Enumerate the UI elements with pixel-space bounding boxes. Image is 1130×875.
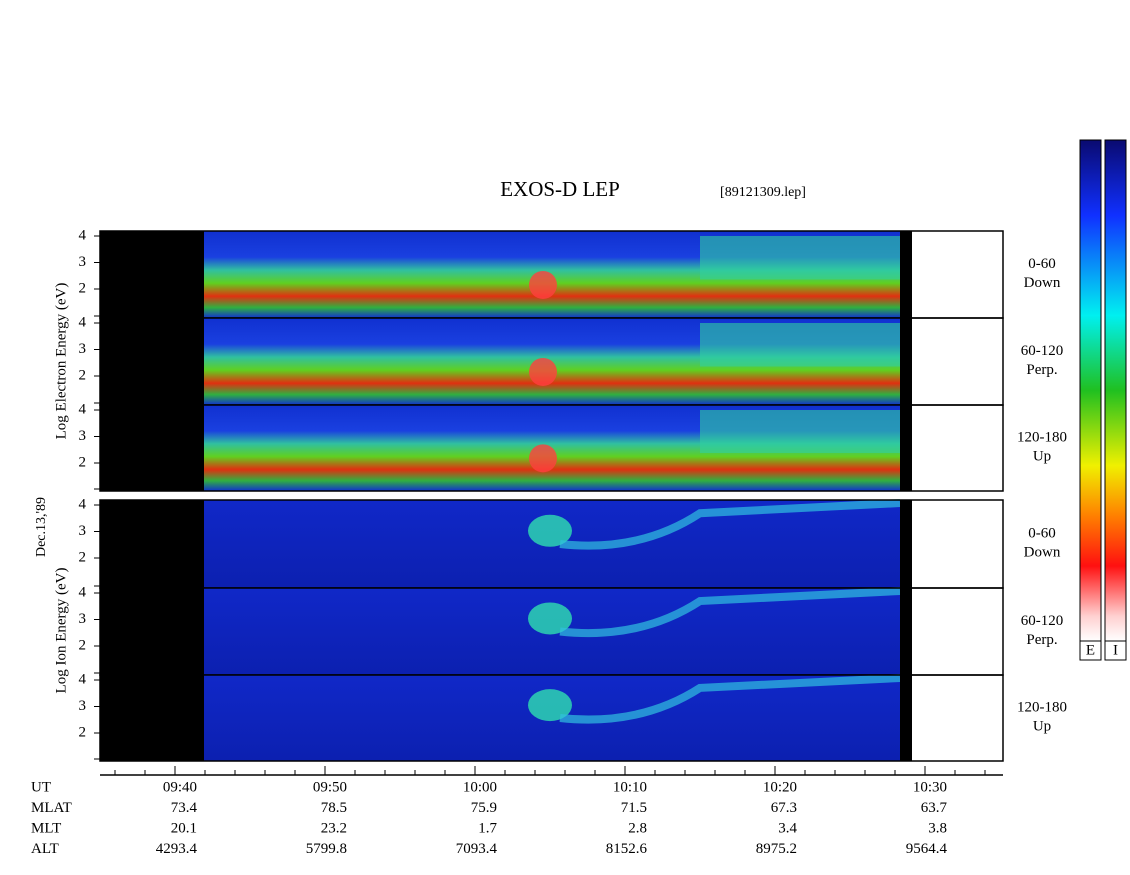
row-value: 78.5 xyxy=(321,800,347,816)
panel-frame xyxy=(99,404,1004,492)
panel-label: 0-60 xyxy=(1028,525,1056,541)
y-tick-label: 4 xyxy=(79,584,87,600)
spectrogram-blob xyxy=(528,689,572,722)
row-value: 10:30 xyxy=(913,779,947,795)
row-value: 3.4 xyxy=(778,820,797,836)
no-data xyxy=(100,318,204,405)
spectrogram-band xyxy=(559,499,901,550)
row-value: 10:10 xyxy=(613,779,647,795)
spectrogram-blob xyxy=(529,357,557,386)
file-name: [89121309.lep] xyxy=(720,185,806,200)
y-tick-label: 4 xyxy=(79,314,87,330)
spectrogram-blob xyxy=(529,270,557,299)
y-tick-label: 2 xyxy=(79,549,87,565)
row-name: ALT xyxy=(31,841,59,857)
row-value: 10:20 xyxy=(763,779,797,795)
panel-label: 0-60 xyxy=(1028,256,1056,272)
y-tick-label: 2 xyxy=(79,454,87,470)
panel-label: 120-180 xyxy=(1017,429,1067,445)
y-axis-label: Log Ion Energy (eV) xyxy=(53,568,69,694)
no-data xyxy=(100,675,204,761)
panel-label: 120-180 xyxy=(1017,699,1067,715)
y-tick-label: 4 xyxy=(79,227,87,243)
color-bar-label: E xyxy=(1086,642,1095,658)
panel-frame xyxy=(99,674,1004,762)
spectrogram-upper xyxy=(700,323,900,367)
panel-label: 60-120 xyxy=(1021,343,1064,359)
panel-label: Perp. xyxy=(1026,362,1057,378)
no-data xyxy=(100,588,204,675)
spectrogram-blob xyxy=(528,514,572,547)
spectrogram-upper xyxy=(700,236,900,280)
color-bar-label: I xyxy=(1113,642,1118,658)
row-value: 4293.4 xyxy=(156,841,198,857)
spectrogram-blob xyxy=(529,444,557,473)
panel-label: Perp. xyxy=(1026,632,1057,648)
panel-label: Up xyxy=(1033,448,1051,464)
row-value: 8152.6 xyxy=(606,841,648,857)
no-data xyxy=(100,500,204,588)
color-bar xyxy=(1079,139,1102,642)
row-value: 8975.2 xyxy=(756,841,797,857)
y-tick-label: 2 xyxy=(79,367,87,383)
row-value: 09:50 xyxy=(313,779,347,795)
y-tick-label: 3 xyxy=(79,254,87,270)
no-data xyxy=(100,405,204,491)
row-name: UT xyxy=(31,779,51,795)
panel-label: Down xyxy=(1024,544,1061,560)
no-data xyxy=(900,405,912,491)
spectrogram-band xyxy=(559,587,901,638)
row-value: 20.1 xyxy=(171,820,197,836)
y-tick-label: 3 xyxy=(79,341,87,357)
row-value: 71.5 xyxy=(621,800,647,816)
no-data xyxy=(900,675,912,761)
color-bar xyxy=(1104,139,1127,642)
y-tick-label: 3 xyxy=(79,523,87,539)
spectrogram-band xyxy=(559,674,901,724)
row-value: 10:00 xyxy=(463,779,497,795)
row-value: 23.2 xyxy=(321,820,347,836)
y-tick-label: 3 xyxy=(79,428,87,444)
row-value: 7093.4 xyxy=(456,841,498,857)
panel-label: Down xyxy=(1024,275,1061,291)
color-bar-label-box xyxy=(1079,640,1102,661)
y-tick-label: 4 xyxy=(79,401,87,417)
row-name: MLT xyxy=(31,820,61,836)
row-value: 9564.4 xyxy=(906,841,948,857)
spectrogram-blob xyxy=(528,602,572,635)
row-value: 63.7 xyxy=(921,800,948,816)
row-value: 5799.8 xyxy=(306,841,347,857)
row-name: MLAT xyxy=(31,800,72,816)
date: Dec.13,'89 xyxy=(34,497,49,557)
no-data xyxy=(900,318,912,405)
no-data xyxy=(900,231,912,318)
row-value: 2.8 xyxy=(628,820,647,836)
row-value: 09:40 xyxy=(163,779,197,795)
no-data xyxy=(900,500,912,588)
y-tick-label: 2 xyxy=(79,724,87,740)
row-value: 73.4 xyxy=(171,800,198,816)
y-tick-label: 4 xyxy=(79,496,87,512)
panel-label: Up xyxy=(1033,718,1051,734)
row-value: 1.7 xyxy=(478,820,497,836)
y-tick-label: 2 xyxy=(79,280,87,296)
y-tick-label: 2 xyxy=(79,637,87,653)
row-value: 67.3 xyxy=(771,800,797,816)
panel-label: 60-120 xyxy=(1021,613,1064,629)
spectrogram-upper xyxy=(700,410,900,453)
y-tick-label: 3 xyxy=(79,698,87,714)
y-tick-label: 4 xyxy=(79,671,87,687)
no-data xyxy=(100,231,204,318)
no-data xyxy=(900,588,912,675)
title: EXOS-D LEP xyxy=(500,177,620,201)
color-bar-label-box xyxy=(1104,640,1127,661)
y-axis-label: Log Electron Energy (eV) xyxy=(53,283,69,440)
row-value: 75.9 xyxy=(471,800,497,816)
row-value: 3.8 xyxy=(928,820,947,836)
y-tick-label: 3 xyxy=(79,611,87,627)
